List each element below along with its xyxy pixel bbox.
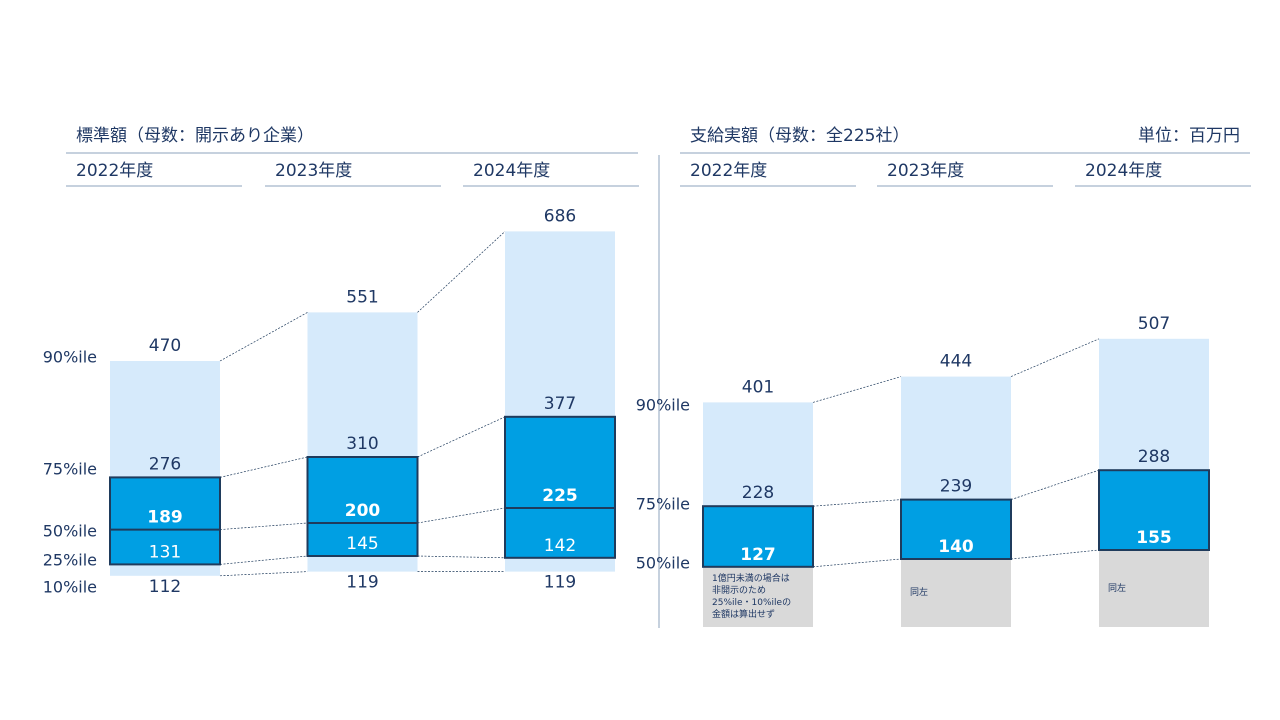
value-label: 228 bbox=[742, 483, 774, 503]
value-label: 142 bbox=[544, 536, 576, 556]
value-label: 145 bbox=[346, 534, 378, 554]
iqr-box bbox=[504, 415, 616, 559]
connector bbox=[1010, 469, 1100, 500]
value-label: 276 bbox=[149, 454, 181, 474]
value-label: 686 bbox=[544, 206, 576, 226]
value-label: 225 bbox=[542, 486, 578, 506]
value-label: 239 bbox=[940, 477, 972, 497]
value-label: 288 bbox=[1138, 447, 1170, 467]
value-label: 310 bbox=[346, 434, 378, 454]
connector bbox=[219, 571, 308, 577]
row-label: 10%ile bbox=[43, 578, 97, 597]
connector bbox=[1010, 338, 1100, 377]
iqr-box bbox=[1098, 469, 1210, 552]
note: 1億円未満の場合は非開示のため25%ile・10%ileの金額は算出せず bbox=[712, 573, 792, 620]
value-label: 470 bbox=[149, 336, 181, 356]
note: 同左 bbox=[910, 588, 929, 598]
connector bbox=[219, 522, 308, 530]
unit-label: 単位：百万円 bbox=[1138, 126, 1240, 146]
panel-title: 支給実額（母数：全225社） bbox=[690, 126, 909, 146]
iqr-box bbox=[900, 498, 1012, 561]
value-label: 444 bbox=[940, 352, 972, 372]
row-label: 50%ile bbox=[636, 554, 690, 573]
year-header: 2022年度 bbox=[690, 161, 767, 181]
value-label: 155 bbox=[1136, 528, 1172, 548]
connector bbox=[417, 507, 506, 524]
note-box bbox=[901, 559, 1011, 627]
value-label: 377 bbox=[544, 394, 576, 414]
connector bbox=[219, 456, 308, 478]
year-header: 2023年度 bbox=[275, 161, 352, 181]
connector bbox=[219, 312, 308, 362]
row-label: 90%ile bbox=[636, 396, 690, 415]
connector bbox=[812, 558, 902, 568]
row-label: 50%ile bbox=[43, 522, 97, 541]
value-label: 551 bbox=[346, 287, 378, 307]
row-label: 25%ile bbox=[43, 551, 97, 570]
connector bbox=[812, 376, 902, 403]
connector bbox=[417, 416, 506, 458]
row-label: 75%ile bbox=[43, 460, 97, 479]
iqr-box bbox=[702, 505, 814, 568]
iqr-box bbox=[306, 456, 419, 557]
panel-title: 標準額（母数：開示あり企業） bbox=[76, 126, 314, 146]
connector bbox=[219, 555, 308, 565]
connector bbox=[417, 555, 506, 559]
year-header: 2023年度 bbox=[887, 161, 964, 181]
value-label: 131 bbox=[149, 542, 181, 562]
value-label: 507 bbox=[1138, 314, 1170, 334]
note: 同左 bbox=[1108, 583, 1127, 594]
value-label: 401 bbox=[742, 377, 774, 397]
value-label: 119 bbox=[346, 573, 378, 593]
note-box bbox=[703, 566, 813, 627]
value-label: 127 bbox=[740, 545, 776, 565]
value-label: 112 bbox=[149, 577, 181, 597]
value-label: 119 bbox=[544, 573, 576, 593]
year-header: 2024年度 bbox=[473, 161, 550, 181]
row-label: 90%ile bbox=[43, 348, 97, 367]
iqr-box bbox=[109, 476, 221, 566]
connector bbox=[417, 231, 506, 313]
connector bbox=[1010, 549, 1100, 560]
connector bbox=[812, 499, 902, 507]
value-label: 140 bbox=[938, 537, 974, 557]
year-header: 2022年度 bbox=[76, 161, 153, 181]
row-label: 75%ile bbox=[636, 495, 690, 514]
value-label: 189 bbox=[147, 508, 183, 528]
year-header: 2024年度 bbox=[1085, 161, 1162, 181]
note-box bbox=[1099, 550, 1209, 627]
value-label: 200 bbox=[345, 501, 381, 521]
